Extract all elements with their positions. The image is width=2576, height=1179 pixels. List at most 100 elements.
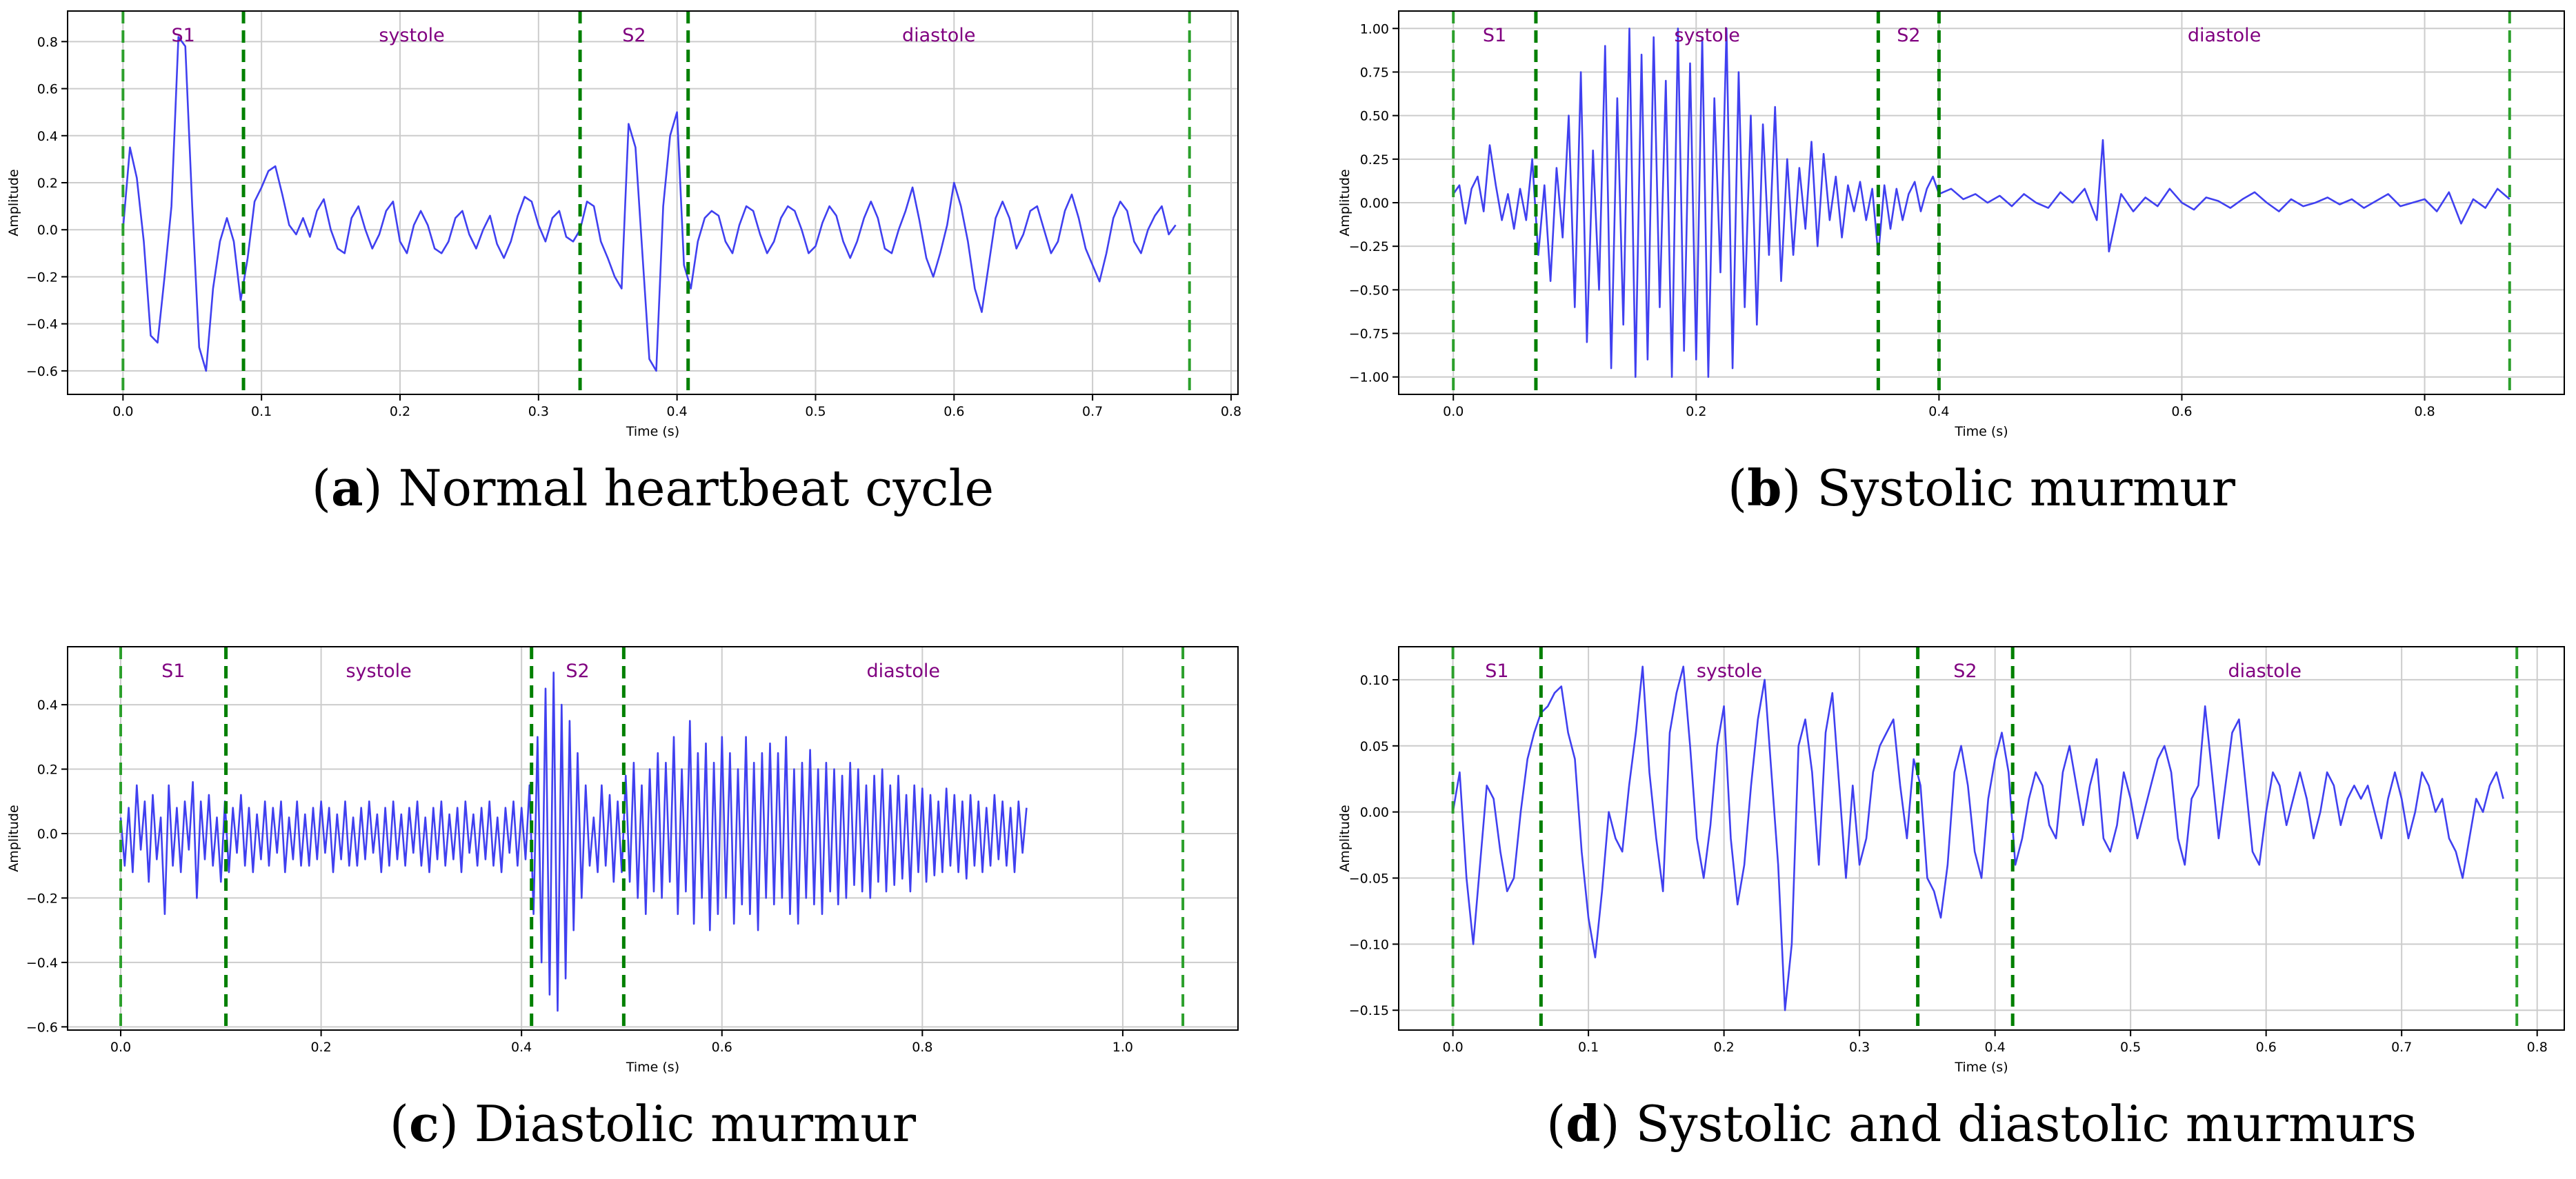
y-tick-label: 0.2: [37, 176, 58, 191]
x-tick-label: 0.3: [528, 404, 549, 419]
y-tick-label: 0.00: [1360, 196, 1389, 211]
phase-label-S2: S2: [566, 661, 589, 682]
caption-letter: c: [409, 1094, 439, 1153]
phase-label-diastole: diastole: [902, 25, 975, 46]
x-tick-label: 0.2: [390, 404, 410, 419]
plot-area: [1399, 647, 2564, 1030]
y-tick-label: 0.50: [1360, 109, 1389, 124]
phase-label-S2: S2: [1897, 25, 1920, 46]
caption-paren-open: (: [390, 1095, 409, 1153]
panel-a: S1 systole S2 diastole 0.0 0.1 0.2 0.3 0.4 0.5 0.6…: [6, 10, 1241, 517]
caption-text: Diastolic murmur: [475, 1095, 917, 1153]
phase-label-S1: S1: [1483, 25, 1506, 46]
x-tick-label: 0.4: [511, 1040, 532, 1055]
y-tick-label: −0.05: [1349, 871, 1389, 887]
plot-area: [68, 11, 1238, 394]
y-tick-label: 0.4: [37, 129, 58, 144]
y-tick-label: −0.75: [1349, 327, 1389, 342]
x-tick-label: 0.1: [251, 404, 272, 419]
y-axis-label: Amplitude: [6, 805, 21, 871]
signal-line: [1452, 28, 2510, 378]
y-tick-label: 0.10: [1360, 673, 1389, 688]
phase-label-diastole: diastole: [866, 661, 939, 682]
x-tick-label: 0.3: [1849, 1040, 1870, 1055]
x-axis-label: Time (s): [1954, 424, 2008, 439]
y-tick-label: −0.25: [1349, 239, 1389, 254]
x-tick-label: 0.0: [1443, 404, 1464, 419]
y-tick-label: 0.00: [1360, 805, 1389, 820]
y-tick-label: 0.6: [37, 82, 58, 97]
x-axis-label: Time (s): [1954, 1060, 2008, 1075]
caption-paren-close: ): [439, 1095, 475, 1153]
x-tick-label: 0.7: [1082, 404, 1103, 419]
caption-text: Systolic murmur: [1817, 459, 2235, 517]
y-tick-label: 0.0: [37, 223, 58, 238]
x-tick-label: 0.2: [310, 1040, 331, 1055]
caption-paren-open: (: [1728, 459, 1747, 517]
panel-caption: (a) Normal heartbeat cycle: [312, 458, 994, 517]
x-tick-label: 0.8: [2414, 404, 2435, 419]
x-tick-label: 0.1: [1578, 1040, 1599, 1055]
signal-line: [1452, 665, 2504, 1011]
phase-label-diastole: diastole: [2188, 25, 2261, 46]
phase-label-S1: S1: [172, 25, 195, 46]
x-tick-label: 0.8: [1221, 404, 1241, 419]
caption-paren-open: (: [1546, 1095, 1566, 1153]
phase-label-systole: systole: [1674, 25, 1739, 46]
y-axis-label: Amplitude: [1337, 169, 1352, 236]
panel-b: S1 systole S2 diastole 0.0 0.2 0.4 0.6 0.8 −1.00 −…: [1337, 10, 2565, 517]
caption-paren-close: ): [1781, 459, 1817, 517]
x-axis-label: Time (s): [626, 424, 679, 439]
axes-frame: [1398, 646, 2565, 1031]
x-tick-label: 1.0: [1112, 1040, 1133, 1055]
y-tick-label: 0.0: [37, 827, 58, 842]
y-tick-label: 0.75: [1360, 65, 1389, 80]
x-tick-label: 0.7: [2391, 1040, 2412, 1055]
y-tick-label: −0.6: [26, 364, 58, 379]
y-tick-label: −0.15: [1349, 1003, 1389, 1018]
panel-caption: (c) Diastolic murmur: [390, 1094, 917, 1153]
y-tick-label: −0.4: [26, 317, 58, 332]
phase-label-S2: S2: [1953, 661, 1977, 682]
y-axis-label: Amplitude: [1337, 805, 1352, 871]
phase-label-S1: S1: [1485, 661, 1508, 682]
panel-caption: (d) Systolic and diastolic murmurs: [1546, 1094, 2417, 1153]
y-tick-label: 0.05: [1360, 739, 1389, 754]
caption-paren-close: ): [1601, 1095, 1636, 1153]
x-tick-label: 0.5: [805, 404, 826, 419]
caption-paren-open: (: [312, 459, 331, 517]
phase-label-systole: systole: [379, 25, 444, 46]
signal-line: [119, 672, 1028, 1012]
x-tick-label: 0.4: [1928, 404, 1949, 419]
x-tick-label: 0.6: [2171, 404, 2192, 419]
x-axis-label: Time (s): [626, 1060, 679, 1075]
phase-label-diastole: diastole: [2228, 661, 2301, 682]
phase-label-S2: S2: [622, 25, 646, 46]
y-tick-label: −0.2: [26, 270, 58, 285]
panel-c: S1 systole S2 diastole 0.0 0.2 0.4 0.6 0.8 1.0 −0.…: [6, 646, 1239, 1153]
panel-caption: (b) Systolic murmur: [1728, 458, 2236, 517]
axes-frame: [67, 646, 1239, 1031]
x-tick-label: 0.6: [2256, 1040, 2277, 1055]
y-tick-label: −0.6: [26, 1020, 58, 1035]
x-tick-label: 0.0: [1442, 1040, 1463, 1055]
x-tick-label: 0.8: [912, 1040, 932, 1055]
caption-paren-close: ): [363, 459, 399, 517]
phase-label-systole: systole: [1697, 661, 1762, 682]
y-tick-label: −0.2: [26, 891, 58, 906]
y-tick-label: −0.4: [26, 956, 58, 971]
caption-letter: b: [1747, 458, 1781, 517]
y-tick-label: 0.4: [37, 698, 58, 713]
y-tick-label: 0.2: [37, 763, 58, 778]
y-tick-label: −0.50: [1349, 283, 1389, 298]
y-tick-label: −0.10: [1349, 937, 1389, 952]
caption-text: Normal heartbeat cycle: [399, 459, 995, 517]
y-tick-label: −1.00: [1349, 370, 1389, 385]
x-tick-label: 0.2: [1714, 1040, 1735, 1055]
x-tick-label: 0.4: [667, 404, 688, 419]
y-tick-label: 1.00: [1360, 21, 1389, 37]
x-tick-label: 0.6: [943, 404, 964, 419]
phase-label-systole: systole: [346, 661, 411, 682]
x-tick-label: 0.2: [1686, 404, 1706, 419]
